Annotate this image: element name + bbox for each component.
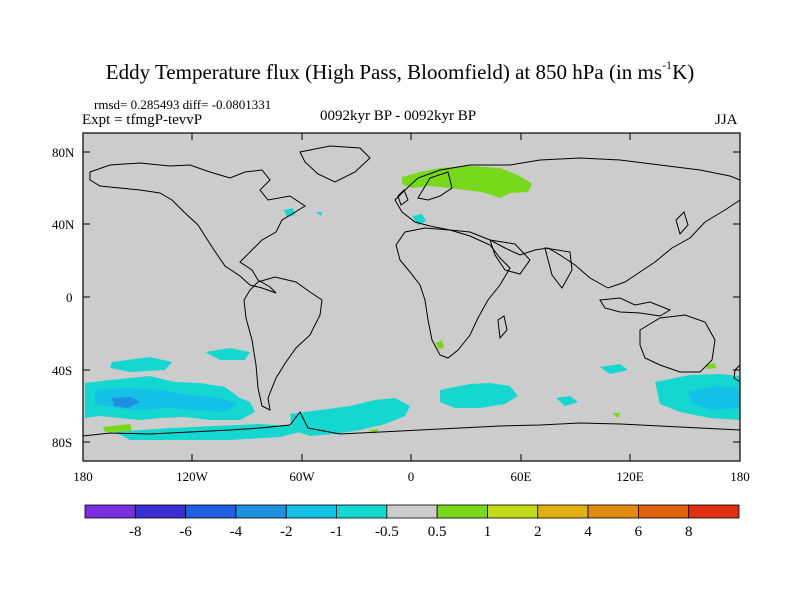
southern-ocean-anomaly-atlantic (290, 398, 410, 436)
scandinavia-coast (417, 171, 453, 201)
colorbar-swatch (285, 504, 337, 519)
experiment-label: Expt = tfmgP-tevvP (82, 112, 203, 128)
colorbar-swatch (688, 504, 740, 519)
anomaly-positive-south-2 (612, 413, 620, 418)
colorbar-swatch (235, 504, 287, 519)
lon-label: 60W (289, 469, 315, 484)
uk-coast (397, 189, 409, 206)
anomaly-positive-southafrica (436, 340, 444, 349)
period-label: 0092kyr BP - 0092kyr BP (320, 108, 477, 124)
southern-ocean-anomaly-west-dark (112, 397, 140, 408)
colorbar-label: -1 (330, 524, 343, 540)
indonesia-coast (599, 297, 672, 317)
colorbar-swatch (587, 504, 639, 519)
colorbar-label: -6 (179, 524, 192, 540)
anomaly-south-atlantic-blob (205, 348, 250, 360)
colorbar-swatch (537, 504, 589, 519)
colorbar-swatch (436, 504, 488, 519)
lon-label: 120W (176, 469, 209, 484)
lon-label: 180 (73, 469, 93, 484)
colorbar-swatch (336, 504, 388, 519)
anomaly-europe-negative (412, 214, 426, 225)
colorbar-label: 4 (584, 524, 592, 540)
lat-label: 80N (52, 145, 75, 160)
australia-coast (639, 314, 716, 373)
lon-ticks (82, 133, 741, 461)
madagascar-coast (497, 315, 508, 340)
anomaly-positive-eurasia (402, 166, 532, 198)
coastlines (82, 145, 741, 437)
lon-label: 180 (730, 469, 750, 484)
colorbar-swatch (185, 504, 237, 519)
north-america-coast (89, 162, 306, 294)
colorbar-swatch (487, 504, 539, 519)
colorbar-swatch (84, 504, 136, 519)
anomaly-north-america (284, 208, 295, 217)
colorbar-swatch (637, 504, 690, 519)
arabia-coast (489, 239, 531, 275)
colorbar-swatch (386, 504, 438, 519)
anomaly-indian-blob (600, 364, 628, 374)
colorbar-label: -8 (129, 524, 142, 540)
colorbar-label: 0.5 (428, 524, 447, 540)
lon-label: 60E (511, 469, 532, 484)
africa-coast (395, 227, 511, 359)
season-label: JJA (715, 112, 738, 128)
southern-ocean-anomaly-indian (440, 383, 518, 408)
eurasia-coast (394, 157, 741, 289)
anomaly-positive-south (368, 429, 378, 434)
antarctica-coast (82, 411, 741, 437)
colorbar-label: 1 (484, 524, 492, 540)
lon-label: 0 (408, 469, 415, 484)
colorbar-swatch (134, 504, 187, 519)
lat-label: 40N (52, 217, 75, 232)
lat-ticks (83, 151, 740, 443)
colorbar-label: -4 (230, 524, 243, 540)
colorbar-label: 6 (635, 524, 643, 540)
japan-coast (675, 211, 689, 236)
anomaly-positive-australia (706, 363, 716, 369)
colorbar: -8 -6 -4 -2 -1 -0.5 0.5 1 2 4 6 8 (84, 504, 740, 540)
plot-title: Eddy Temperature flux (High Pass, Bloomf… (105, 58, 695, 84)
lat-label: 80S (52, 435, 72, 450)
india-coast (544, 247, 573, 289)
lat-label: 40S (52, 363, 72, 378)
anomaly-shading (85, 166, 740, 440)
anomaly-south-pacific-blob (110, 357, 172, 372)
lat-label: 0 (66, 290, 73, 305)
anomaly-positive-antarctic (103, 424, 132, 432)
colorbar-label: -0.5 (375, 524, 399, 540)
colorbar-label: 8 (685, 524, 693, 540)
south-america-coast (243, 276, 323, 411)
anomaly-north-atlantic (316, 212, 322, 216)
colorbar-label: -2 (280, 524, 293, 540)
stats-text: rmsd= 0.285493 diff= -0.0801331 (94, 97, 272, 112)
southern-ocean-anomaly-australia-core (688, 386, 740, 410)
lon-label: 120E (616, 469, 644, 484)
southern-ocean-anomaly-south-indian (556, 396, 578, 406)
colorbar-label: 2 (534, 524, 542, 540)
greenland-coast (299, 145, 371, 183)
